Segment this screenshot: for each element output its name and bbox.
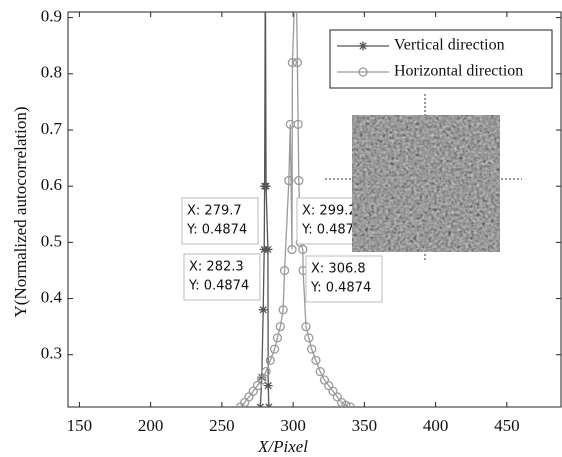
data-tip-x: X: 279.7 [187,204,242,219]
marker [292,57,303,68]
plot-area [235,12,355,407]
marker [257,375,267,385]
marker [258,305,268,315]
legend-label: Horizontal direction [394,63,523,80]
data-tip-box [183,253,261,301]
marker [269,344,280,354]
marker [261,366,271,377]
marker [278,305,288,315]
legend-marker [358,67,368,77]
marker [264,402,274,407]
marker [263,381,273,391]
marker [304,333,314,343]
marker [272,333,283,343]
x-tick-label: 350 [352,416,378,435]
x-tick-label: 150 [67,416,93,435]
x-axis-label: X/Pixel [257,437,308,456]
x-tick-label: 250 [209,416,235,435]
marker [294,175,304,186]
marker [263,244,273,254]
data-tip-y: Y: 0.4874 [310,281,371,296]
marker [293,119,303,130]
marker [345,402,355,407]
marker [341,400,351,407]
series-line [259,12,270,407]
y-tick-label: 0.7 [41,119,63,138]
x-tick-label: 200 [138,416,164,435]
marker [311,355,321,366]
marker [257,372,267,382]
y-axis-label: Y(Normalized autocorrelation) [11,107,30,318]
legend-label: Vertical direction [394,37,505,54]
marker [284,175,294,186]
data-tip-x: X: 306.8 [311,262,366,277]
y-tick-label: 0.6 [41,175,62,194]
y-tick-label: 0.3 [41,344,62,363]
y-tick-label: 0.9 [41,7,62,26]
marker [287,244,297,255]
marker [265,355,275,366]
data-tip-y: Y: 0.4874 [188,279,249,294]
legend-box [329,29,553,89]
series-line [239,12,351,407]
y-tick-label: 0.4 [41,287,63,306]
marker [301,322,311,332]
marker [275,322,285,332]
x-tick-label: 300 [280,416,306,435]
y-tick-label: 0.5 [41,231,62,250]
marker [307,344,317,354]
x-tick-label: 450 [494,416,520,435]
data-tip-y: Y: 0.4874 [186,223,247,238]
marker [287,57,298,68]
data-tip-y: Y: 0.4874 [301,223,362,238]
data-tip-x: X: 282.3 [189,260,244,275]
x-tick-label: 400 [423,416,449,435]
data-tip-box [181,197,259,245]
marker [315,366,325,377]
legend-marker [358,41,368,51]
marker [298,244,308,255]
marker [279,265,290,276]
marker [261,181,271,191]
data-tip-x: X: 299.2 [302,204,357,219]
y-tick-label: 0.8 [41,63,62,82]
data-tip-box [305,255,383,303]
